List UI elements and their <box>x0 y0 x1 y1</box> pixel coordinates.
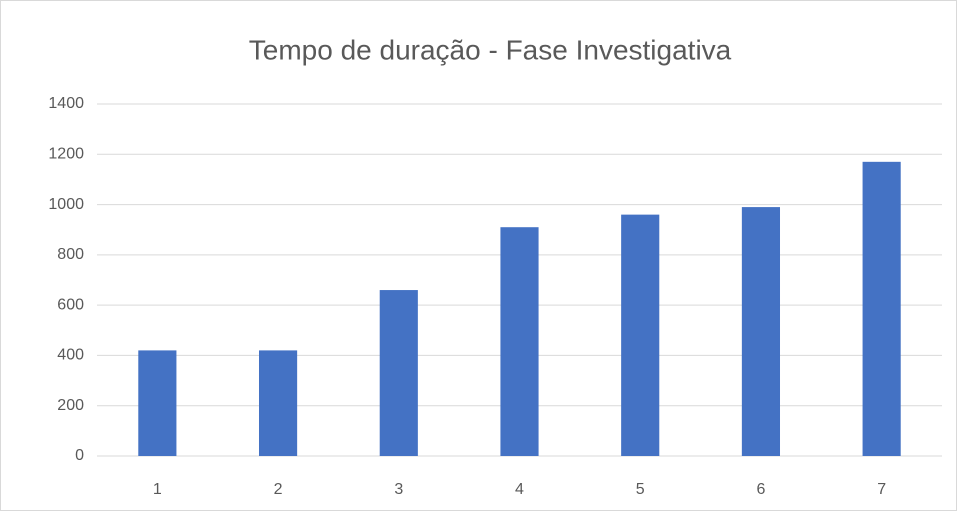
x-tick-label: 7 <box>877 481 886 498</box>
x-tick-label: 6 <box>756 481 765 498</box>
bar <box>379 290 418 456</box>
x-tick-label: 1 <box>153 481 162 498</box>
bar <box>621 214 660 456</box>
x-tick-label: 2 <box>274 481 283 498</box>
y-tick-label: 1400 <box>48 95 84 112</box>
chart-title: Tempo de duração - Fase Investigativa <box>249 34 732 65</box>
y-tick-label: 800 <box>57 246 84 263</box>
y-tick-label: 1000 <box>48 196 84 213</box>
x-tick-label: 3 <box>394 481 403 498</box>
y-tick-label: 0 <box>75 447 84 464</box>
x-tick-label: 4 <box>515 481 524 498</box>
bar <box>258 350 298 456</box>
bar <box>138 350 177 456</box>
y-tick-label: 1200 <box>48 146 84 163</box>
bar <box>862 161 901 457</box>
y-tick-label: 200 <box>57 397 84 414</box>
x-tick-label: 5 <box>636 481 645 498</box>
bar <box>741 207 781 456</box>
y-tick-label: 400 <box>57 347 84 364</box>
bar <box>500 227 539 456</box>
y-tick-label: 600 <box>57 296 84 313</box>
